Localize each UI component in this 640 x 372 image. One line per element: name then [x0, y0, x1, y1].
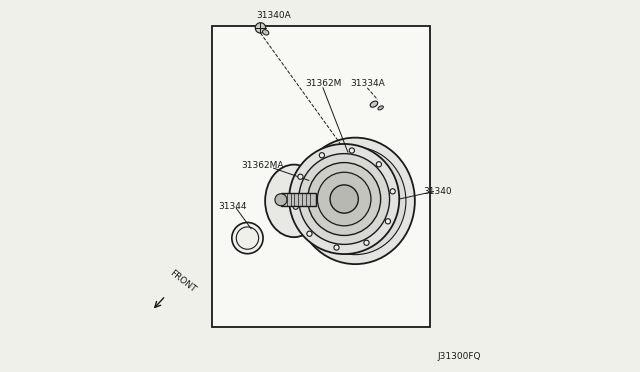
- Text: 31362MA: 31362MA: [241, 161, 284, 170]
- Circle shape: [317, 172, 371, 226]
- Ellipse shape: [265, 164, 323, 237]
- Circle shape: [307, 231, 312, 236]
- Text: 31340: 31340: [423, 187, 451, 196]
- Text: 31344: 31344: [218, 202, 247, 211]
- Circle shape: [376, 162, 381, 167]
- Circle shape: [275, 194, 287, 206]
- FancyBboxPatch shape: [212, 26, 429, 327]
- Ellipse shape: [378, 106, 383, 110]
- Circle shape: [319, 153, 324, 158]
- Circle shape: [232, 222, 263, 254]
- Circle shape: [334, 245, 339, 250]
- Circle shape: [289, 144, 399, 254]
- Circle shape: [298, 174, 303, 179]
- Circle shape: [299, 154, 390, 244]
- Ellipse shape: [296, 138, 415, 264]
- Ellipse shape: [305, 147, 406, 254]
- Circle shape: [364, 240, 369, 246]
- Circle shape: [330, 185, 358, 213]
- Circle shape: [236, 227, 259, 249]
- FancyBboxPatch shape: [281, 193, 316, 206]
- Text: J31300FQ: J31300FQ: [438, 352, 481, 361]
- Circle shape: [308, 163, 381, 235]
- Circle shape: [255, 23, 266, 33]
- Text: 31340A: 31340A: [256, 11, 291, 20]
- Circle shape: [385, 219, 390, 224]
- Ellipse shape: [370, 101, 378, 107]
- Circle shape: [349, 148, 355, 153]
- Circle shape: [390, 189, 396, 194]
- Circle shape: [293, 204, 298, 209]
- Ellipse shape: [262, 30, 269, 35]
- Text: FRONT: FRONT: [168, 268, 197, 294]
- Text: 31362M: 31362M: [305, 79, 341, 88]
- Text: 31334A: 31334A: [350, 79, 385, 88]
